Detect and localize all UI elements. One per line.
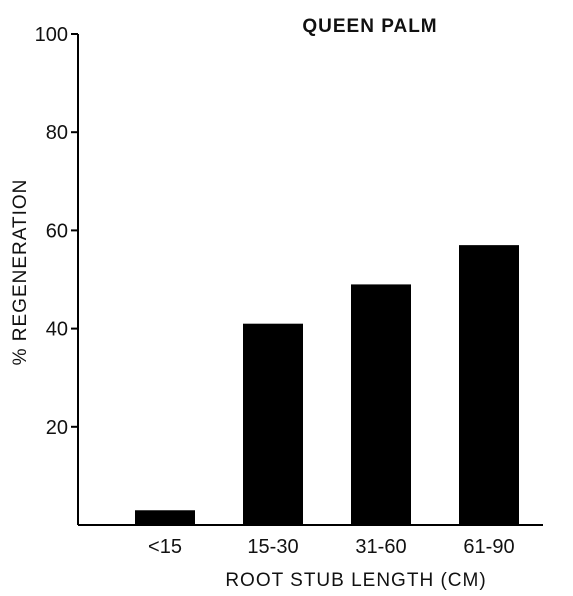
y-axis-label: % REGENERATION (10, 179, 31, 366)
y-tick-label: 40 (46, 319, 68, 341)
bar (135, 510, 195, 525)
y-tick-label: 60 (46, 220, 68, 242)
chart-marks: 20 40 60 80 100 <15 15-30 31-60 61-90 (35, 24, 519, 558)
bar (243, 323, 303, 525)
x-tick-label: 31-60 (355, 536, 406, 558)
y-tick-label: 20 (46, 417, 68, 439)
bar (459, 245, 519, 525)
y-tick-label: 100 (35, 24, 68, 46)
chart-title: QUEEN PALM (302, 16, 437, 37)
x-tick-label: <15 (148, 536, 182, 558)
y-tick-label: 80 (46, 122, 68, 144)
x-tick-label: 61-90 (463, 536, 514, 558)
bar (351, 284, 411, 525)
x-axis-label: ROOT STUB LENGTH (CM) (225, 570, 486, 591)
x-tick-label: 15-30 (247, 536, 298, 558)
